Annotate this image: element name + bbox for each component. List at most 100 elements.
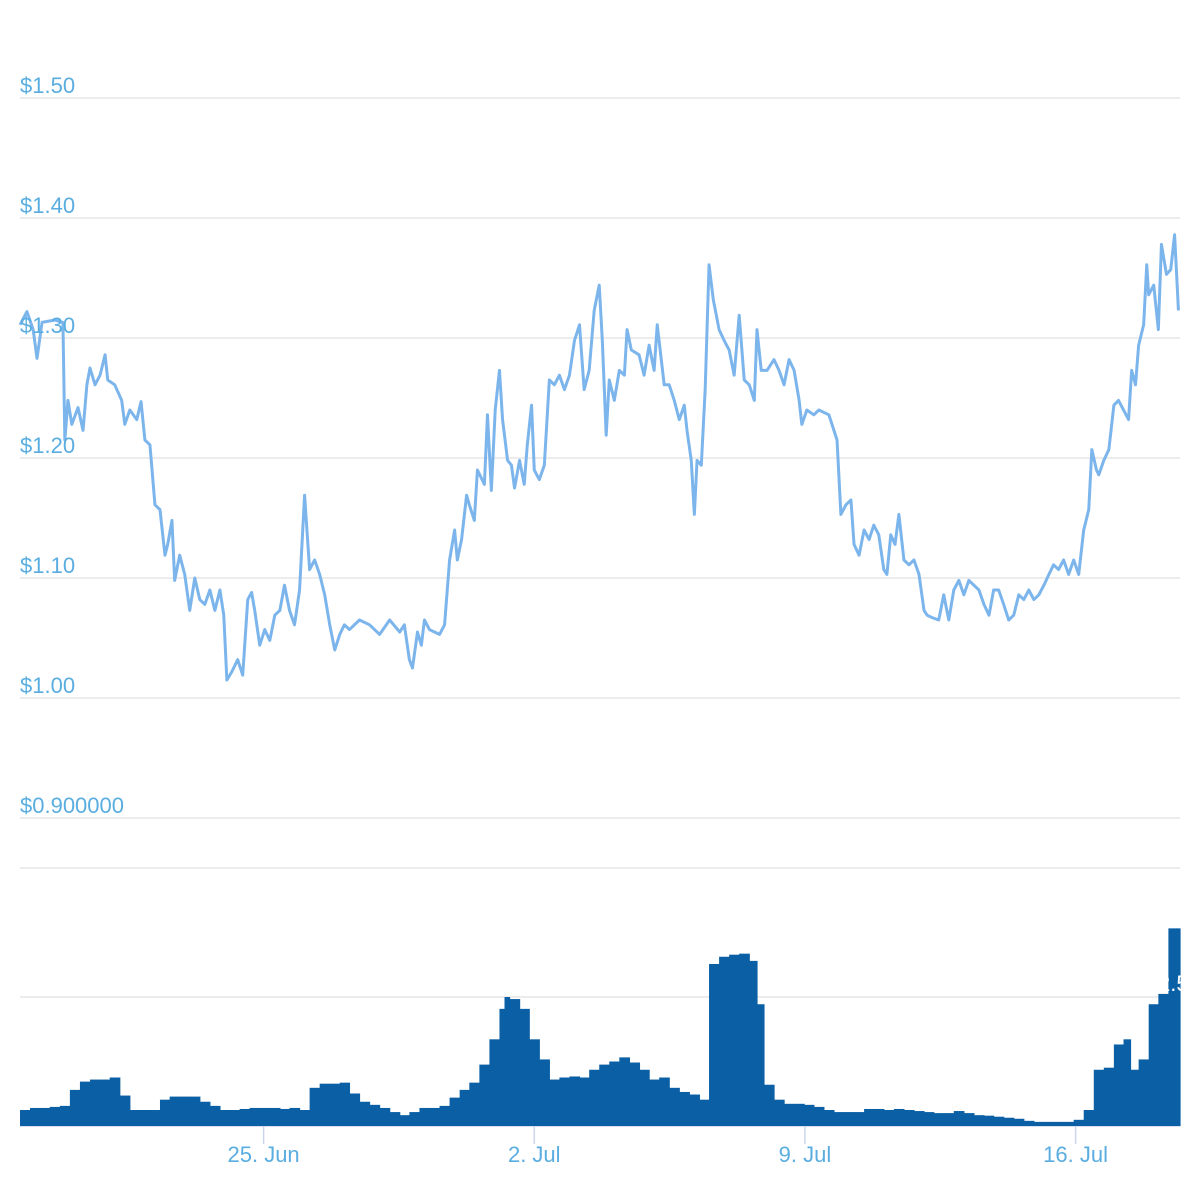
volume-bar	[953, 1111, 965, 1126]
volume-bar	[729, 954, 740, 1126]
volume-bar	[329, 1083, 341, 1126]
volume-bar	[629, 1062, 641, 1126]
volume-bar	[719, 956, 730, 1126]
volume-bar	[993, 1116, 1005, 1126]
volume-bar	[794, 1103, 805, 1126]
volume-bar	[1123, 1039, 1132, 1126]
volume-bar	[439, 1105, 451, 1126]
volume-bar	[229, 1110, 241, 1126]
volume-bar	[89, 1079, 101, 1126]
x-tick-label: 16. Jul	[1043, 1142, 1108, 1167]
volume-bar	[159, 1099, 171, 1126]
volume-bar	[1148, 1004, 1159, 1126]
y-tick-label: $1.30	[20, 313, 75, 338]
volume-bar	[833, 1112, 845, 1126]
volume-bar	[893, 1108, 905, 1126]
volume-bar	[489, 1039, 501, 1126]
volume-bar	[409, 1112, 421, 1126]
volume-bar	[69, 1089, 81, 1126]
volume-bar	[813, 1106, 825, 1126]
volume-bar	[269, 1107, 281, 1126]
volume-bar	[429, 1107, 441, 1126]
volume-bar	[1073, 1119, 1085, 1126]
volume-bar	[59, 1105, 71, 1126]
volume-bar	[149, 1110, 161, 1126]
x-tick-label: 2. Jul	[508, 1142, 561, 1167]
volume-bar	[1053, 1121, 1065, 1126]
x-tick-label: 25. Jun	[228, 1142, 300, 1167]
volume-bar	[599, 1064, 610, 1126]
volume-bar	[469, 1082, 480, 1126]
volume-bar	[1003, 1117, 1015, 1126]
volume-bar	[963, 1113, 975, 1126]
volume-bar	[100, 1079, 111, 1126]
volume-bar	[519, 1008, 530, 1126]
y-tick-label: $1.20	[20, 433, 75, 458]
volume-bar	[529, 1039, 540, 1126]
volume-bar	[649, 1079, 660, 1126]
volume-bar	[199, 1101, 211, 1126]
volume-bar	[359, 1101, 371, 1126]
volume-bar	[169, 1096, 181, 1126]
volume-bar	[79, 1081, 91, 1126]
volume-bar	[903, 1110, 915, 1126]
volume-bar	[739, 953, 750, 1126]
volume-bar	[279, 1108, 291, 1126]
volume-bar	[933, 1113, 945, 1126]
volume-bar	[549, 1079, 560, 1126]
volume-bar	[1130, 1069, 1140, 1126]
volume-bar	[669, 1087, 680, 1126]
y-tick-label: 2.5	[1158, 971, 1189, 996]
volume-bar	[973, 1115, 985, 1126]
volume-bar	[1168, 928, 1178, 1126]
volume-bar	[943, 1113, 955, 1126]
volume-bar	[1158, 993, 1169, 1126]
volume-bar	[763, 1084, 775, 1126]
y-tick-label: $1.00	[20, 673, 75, 698]
volume-bar	[639, 1069, 650, 1126]
volume-bar	[749, 960, 758, 1126]
volume-bar	[209, 1105, 221, 1126]
volume-bar	[449, 1097, 461, 1126]
volume-bar	[823, 1110, 835, 1126]
volume-bar	[129, 1110, 141, 1126]
volume-bar	[349, 1093, 361, 1126]
volume-bar	[1093, 1069, 1105, 1126]
volume-bar	[709, 963, 720, 1126]
volume-bar	[1113, 1044, 1125, 1126]
volume-bar	[619, 1057, 630, 1126]
volume-bar	[479, 1064, 491, 1126]
price-line	[18, 233, 1180, 682]
y-tick-label: $1.10	[20, 553, 75, 578]
volume-bar	[1013, 1118, 1025, 1126]
volume-bar	[179, 1096, 191, 1126]
volume-bar	[804, 1104, 815, 1126]
volume-bar	[539, 1059, 550, 1126]
volume-bar	[259, 1107, 271, 1126]
volume-bar	[459, 1089, 470, 1126]
volume-bar	[1103, 1067, 1115, 1126]
volume-bar	[119, 1095, 131, 1126]
volume-bar	[1138, 1059, 1150, 1126]
volume-bar	[339, 1082, 351, 1126]
volume-bar	[559, 1077, 571, 1126]
volume-bar	[219, 1110, 231, 1126]
volume-bar	[774, 1099, 785, 1126]
volume-bar	[1083, 1110, 1095, 1126]
volume-bar	[1023, 1120, 1035, 1126]
volume-bar	[239, 1108, 251, 1126]
volume-bar	[699, 1099, 710, 1126]
volume-bar	[883, 1110, 895, 1126]
volume-bar	[579, 1077, 590, 1126]
volume-bar	[784, 1103, 795, 1126]
x-tick-label: 9. Jul	[779, 1142, 832, 1167]
volume-bar	[689, 1094, 700, 1126]
volume-bar	[249, 1107, 261, 1126]
volume-bar	[499, 1008, 506, 1126]
y-tick-label: $1.50	[20, 73, 75, 98]
volume-bar	[109, 1077, 121, 1126]
y-tick-label: $0.900000	[20, 793, 124, 818]
volume-bar	[864, 1108, 875, 1126]
volume-bar	[20, 1110, 31, 1126]
